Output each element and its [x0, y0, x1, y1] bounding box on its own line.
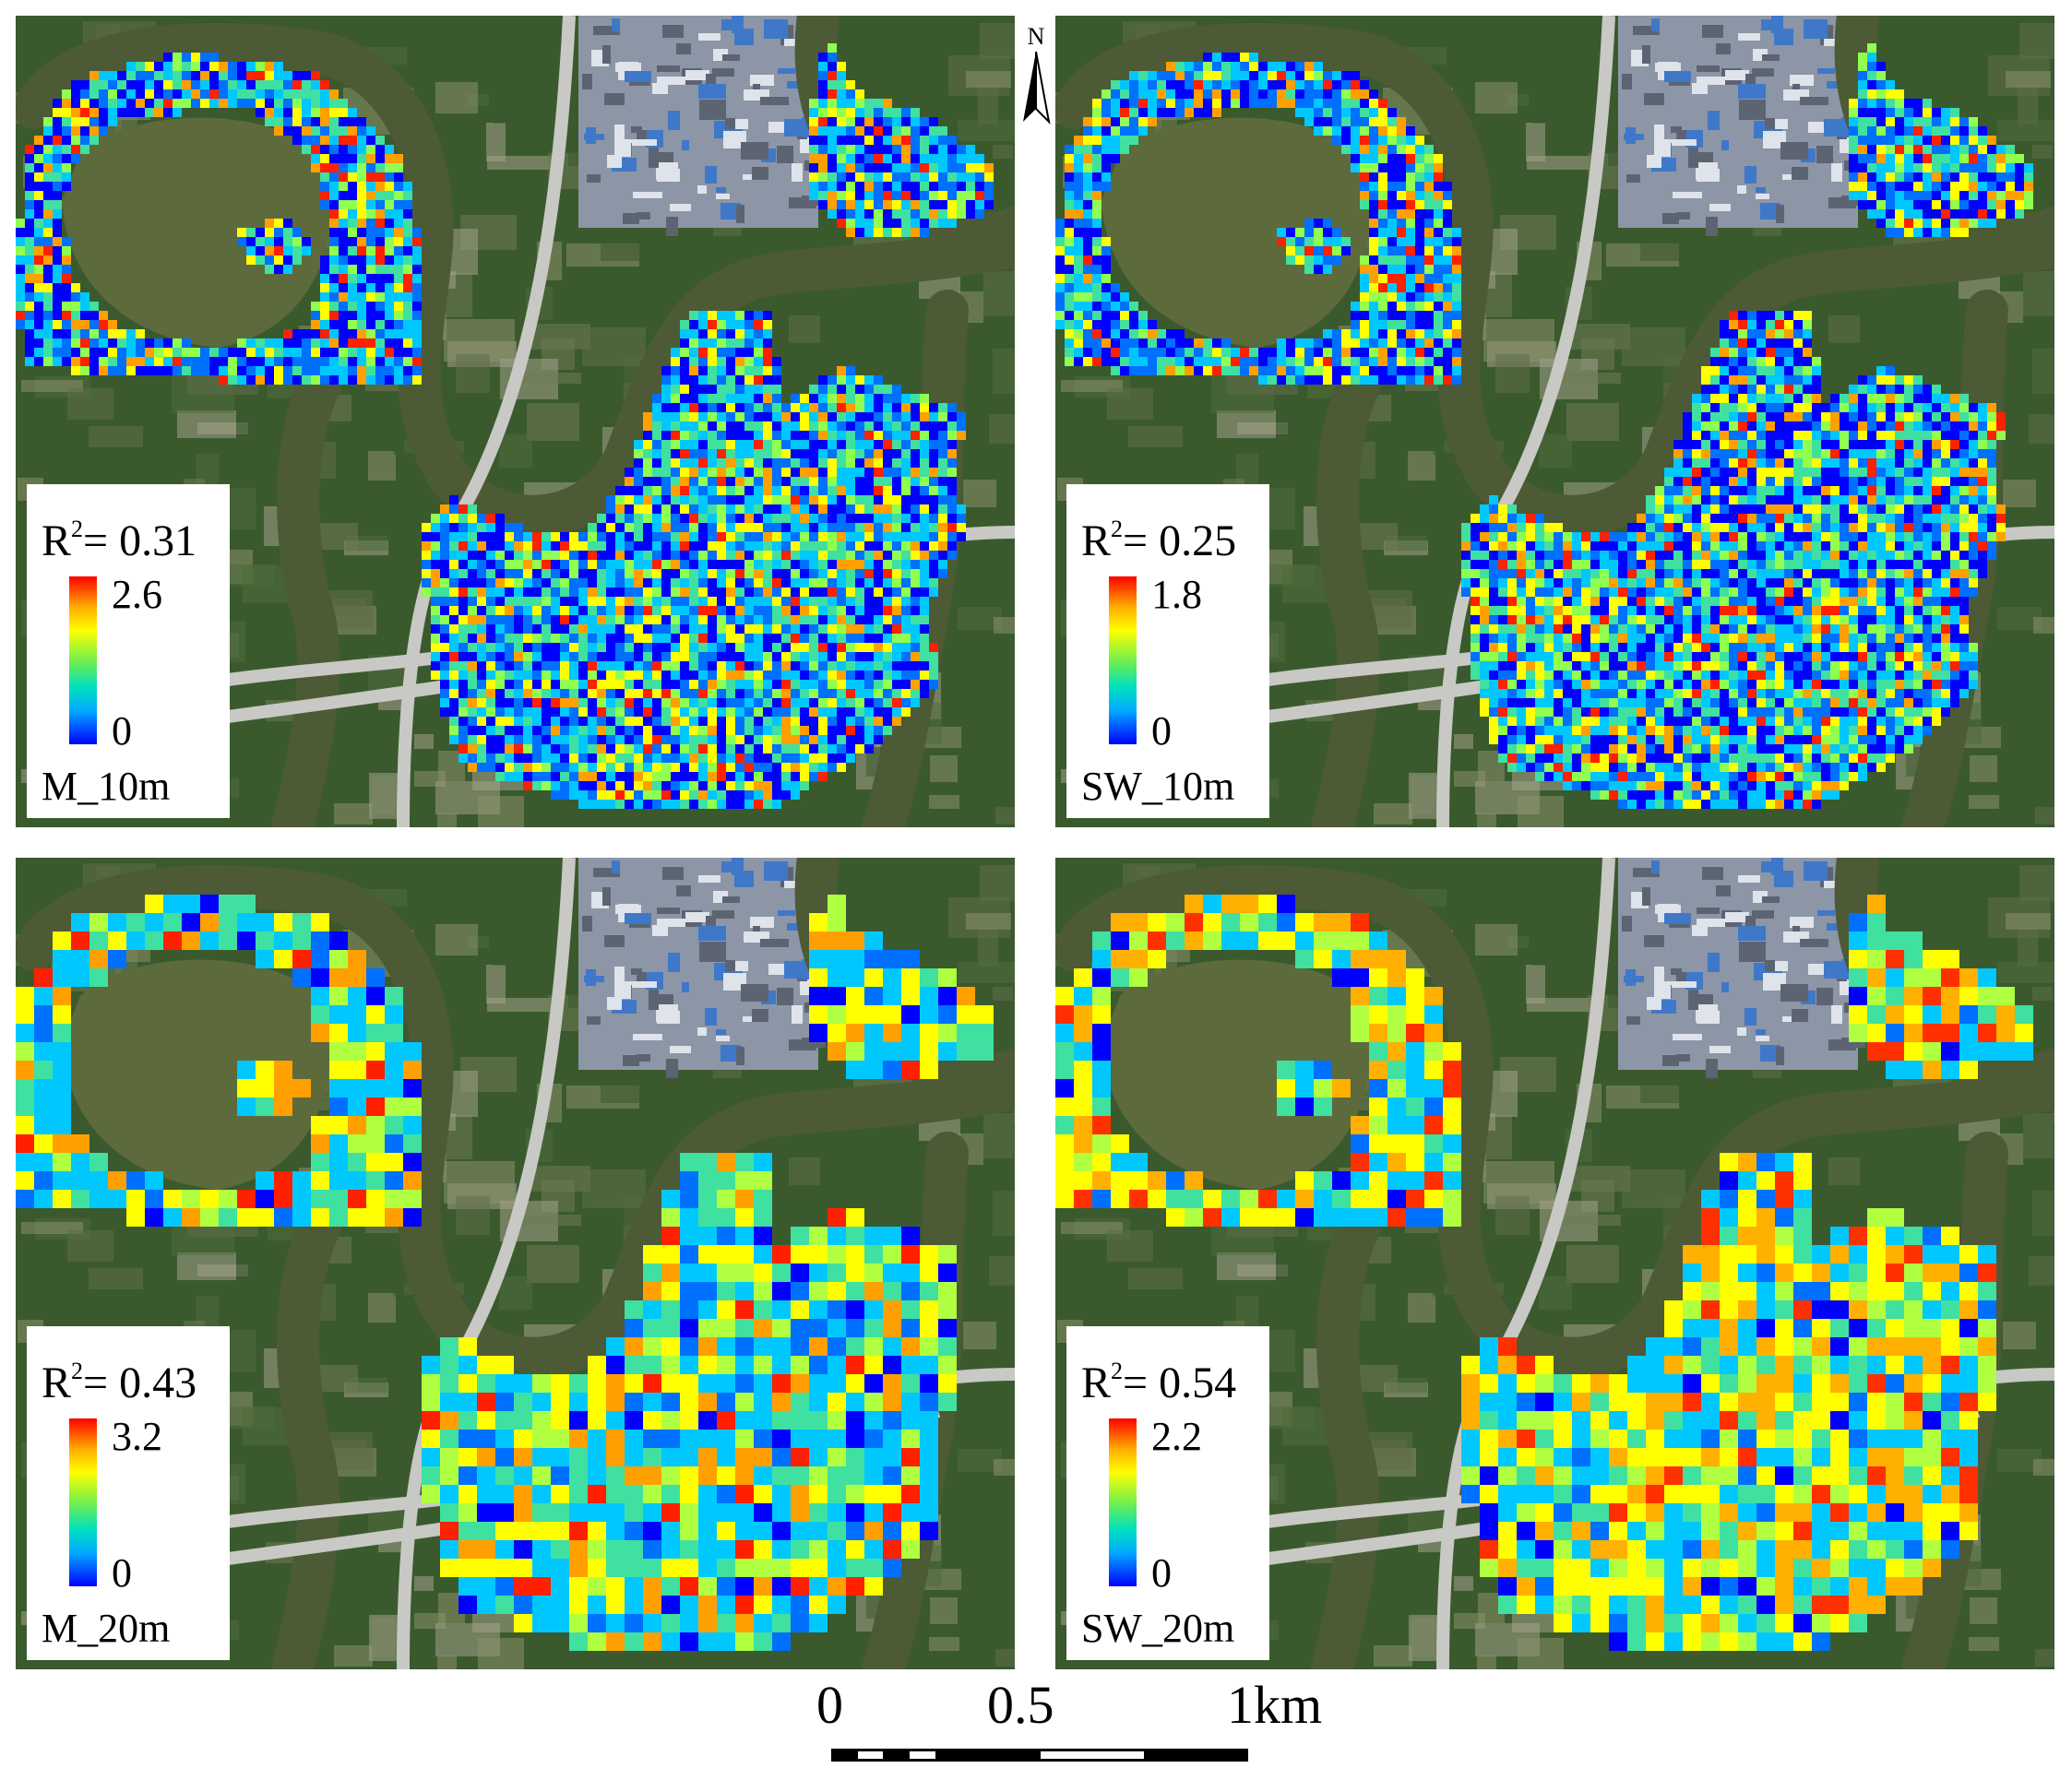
map-panel-sw-10m: R2= 0.25 1.8 0 SW_10m	[1055, 16, 2054, 827]
legend-max-value: 3.2	[112, 1414, 162, 1459]
legend-min-value: 0	[1151, 1550, 1172, 1596]
legend-box: R2= 0.54 2.2 0 SW_20m	[1066, 1326, 1269, 1660]
color-ramp	[69, 1418, 97, 1586]
panel-name: M_10m	[42, 764, 171, 809]
north-label: N	[1028, 23, 1045, 50]
r2-label: R2= 0.43	[42, 1358, 197, 1407]
legend-box: R2= 0.25 1.8 0 SW_10m	[1066, 484, 1269, 818]
color-ramp	[1109, 1418, 1137, 1586]
legend-min-value: 0	[112, 1550, 132, 1596]
scale-label-0: 0	[816, 1675, 843, 1735]
scale-bar: 0 0.5 1km	[766, 1675, 1322, 1771]
map-panel-m-10m: R2= 0.31 2.6 0 M_10m	[16, 16, 1015, 827]
scale-bar-segments	[831, 1749, 1248, 1762]
scale-label-0-5: 0.5	[987, 1675, 1054, 1735]
map-panel-sw-20m: R2= 0.54 2.2 0 SW_20m	[1055, 858, 2054, 1669]
map-canvas	[1055, 16, 2054, 827]
color-ramp	[1109, 576, 1137, 744]
legend-box: R2= 0.43 3.2 0 M_20m	[27, 1326, 230, 1660]
panel-name: M_20m	[42, 1606, 171, 1651]
classified-grid	[1055, 43, 2033, 809]
r2-label: R2= 0.31	[42, 516, 197, 565]
legend-max-value: 1.8	[1151, 572, 1202, 617]
legend-min-value: 0	[112, 708, 132, 754]
r2-label: R2= 0.54	[1081, 1358, 1237, 1407]
legend-max-value: 2.2	[1151, 1414, 1202, 1459]
scale-label-1km: 1km	[1227, 1675, 1323, 1735]
legend-min-value: 0	[1151, 708, 1172, 754]
classified-grid	[16, 895, 994, 1651]
classified-grid	[1055, 895, 2033, 1651]
color-ramp	[69, 576, 97, 744]
panel-name: SW_10m	[1081, 764, 1235, 809]
north-arrow-icon: N	[1018, 20, 1054, 131]
r2-label: R2= 0.25	[1081, 516, 1237, 565]
map-panel-m-20m: R2= 0.43 3.2 0 M_20m	[16, 858, 1015, 1669]
legend-max-value: 2.6	[112, 572, 162, 617]
panel-name: SW_20m	[1081, 1606, 1235, 1651]
classified-grid	[16, 43, 994, 809]
legend-box: R2= 0.31 2.6 0 M_10m	[27, 484, 230, 818]
